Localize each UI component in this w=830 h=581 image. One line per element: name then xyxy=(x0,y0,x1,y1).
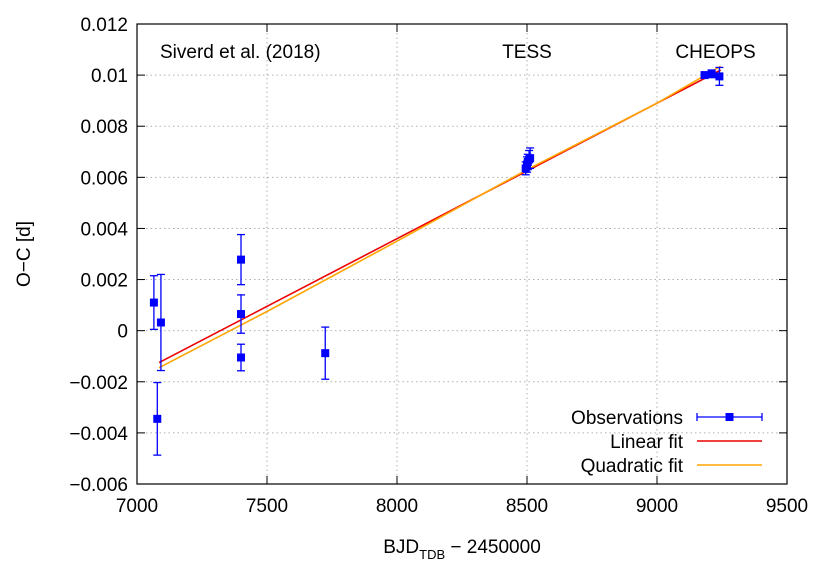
x-tick-label: 7500 xyxy=(246,496,288,517)
y-tick-label: 0.004 xyxy=(80,219,128,240)
observation-point xyxy=(237,255,245,264)
observations xyxy=(149,66,724,456)
plot-frame xyxy=(136,23,788,485)
annotation-tess: TESS xyxy=(502,42,552,63)
observation-point xyxy=(153,414,162,423)
x-axis-label-suffix: − 2450000 xyxy=(445,537,541,558)
observation-point xyxy=(237,353,245,362)
grid xyxy=(137,24,787,484)
axis-ticks xyxy=(136,23,788,485)
x-tick-label: 9000 xyxy=(636,496,678,517)
legend-label: Observations xyxy=(571,408,683,429)
x-axis-label-sub: TDB xyxy=(419,547,445,562)
annotation-siverd: Siverd et al. (2018) xyxy=(160,42,321,63)
y-tick-label: −0.002 xyxy=(69,373,128,394)
y-tick-labels: −0.006 −0.004 −0.002 0 0.002 0.004 0.006 0.008 0… xyxy=(69,15,128,496)
observation-point xyxy=(526,154,535,163)
x-axis-label: BJDTDB − 2450000 xyxy=(383,537,541,562)
x-tick-label: 8000 xyxy=(376,496,418,517)
observation-point xyxy=(149,298,158,307)
x-tick-label: 8500 xyxy=(506,496,548,517)
y-axis-label: O−C [d] xyxy=(14,221,35,287)
legend-label: Linear fit xyxy=(610,432,684,453)
observation-point xyxy=(237,310,245,319)
quadratic-fit-line xyxy=(158,65,722,369)
x-tick-label: 7000 xyxy=(116,496,158,517)
y-tick-label: −0.004 xyxy=(69,424,128,445)
y-tick-label: 0 xyxy=(117,322,128,343)
observation-point xyxy=(707,69,716,78)
annotation-cheops: CHEOPS xyxy=(675,42,755,63)
fit-lines xyxy=(158,65,722,369)
y-tick-label: 0.006 xyxy=(80,168,128,189)
x-tick-label: 9500 xyxy=(766,496,808,517)
y-tick-label: 0.002 xyxy=(80,271,128,292)
y-tick-label: 0.01 xyxy=(91,66,128,87)
legend: Observations Linear fit Quadratic fit xyxy=(571,408,763,477)
observation-point xyxy=(321,349,330,358)
observation-point xyxy=(700,71,709,80)
legend-label: Quadratic fit xyxy=(581,456,684,477)
y-tick-label: 0.008 xyxy=(80,117,128,138)
observation-point xyxy=(715,72,724,81)
x-axis-label-main: BJD xyxy=(383,537,419,558)
legend-point-sample xyxy=(725,413,734,421)
y-tick-label: −0.006 xyxy=(69,475,128,496)
x-tick-labels: 7000 7500 8000 8500 9000 9500 xyxy=(116,496,808,517)
observation-point xyxy=(156,318,165,327)
y-tick-label: 0.012 xyxy=(80,15,128,36)
